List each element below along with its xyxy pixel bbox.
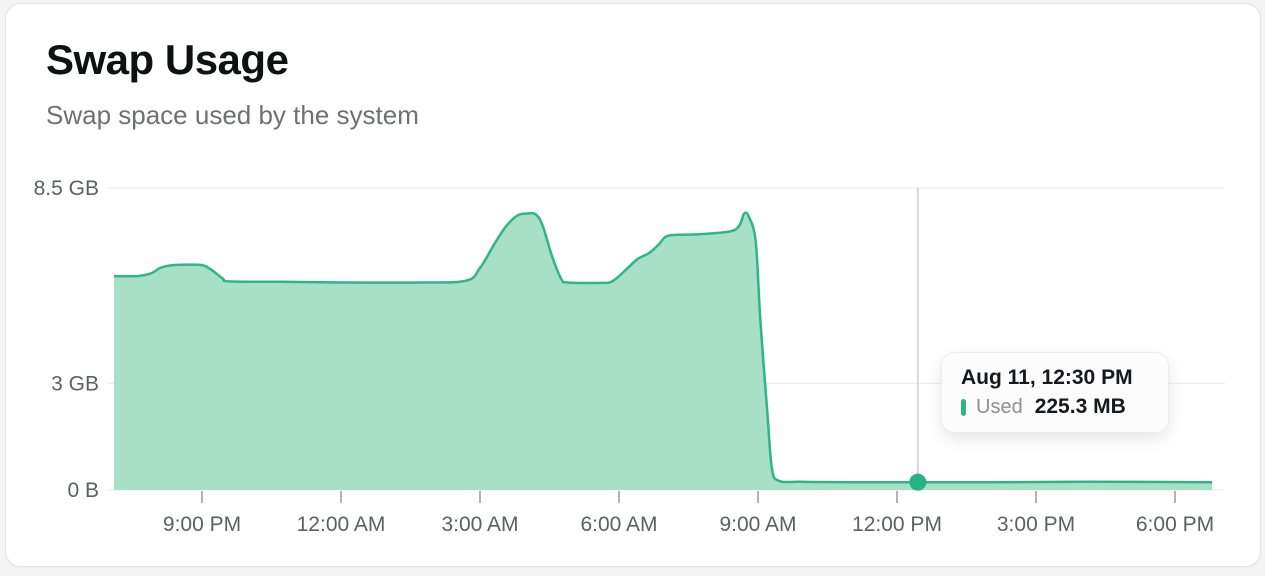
tooltip-timestamp: Aug 11, 12:30 PM (961, 366, 1133, 389)
x-axis-label: 6:00 PM (1136, 513, 1214, 536)
highlight-dot[interactable] (909, 473, 927, 491)
tooltip-series-label: Used (976, 395, 1023, 418)
chart-tooltip: Aug 11, 12:30 PM Used 225.3 MB (941, 352, 1169, 433)
y-axis-label: 8.5 GB (34, 177, 99, 200)
page-subtitle: Swap space used by the system (46, 100, 419, 130)
tooltip-value: 225.3 MB (1034, 395, 1126, 418)
x-axis-label: 9:00 PM (163, 513, 241, 536)
used-area-fill (114, 212, 1213, 490)
tooltip-series-row: Used 225.3 MB (961, 395, 1148, 419)
used-area-line (113, 211, 1213, 484)
used-series-legend-pill (961, 398, 966, 416)
page-title: Swap Usage (46, 36, 289, 83)
x-axis-label: 12:00 PM (852, 513, 942, 536)
x-axis-label: 12:00 AM (297, 513, 386, 536)
x-axis-label: 3:00 AM (441, 513, 518, 536)
x-axis-label: 9:00 AM (719, 513, 796, 536)
x-axis-label: 6:00 AM (580, 513, 657, 536)
y-axis-label: 3 GB (51, 372, 99, 395)
x-axis-label: 3:00 PM (997, 513, 1075, 536)
y-axis-label: 0 B (67, 479, 99, 502)
